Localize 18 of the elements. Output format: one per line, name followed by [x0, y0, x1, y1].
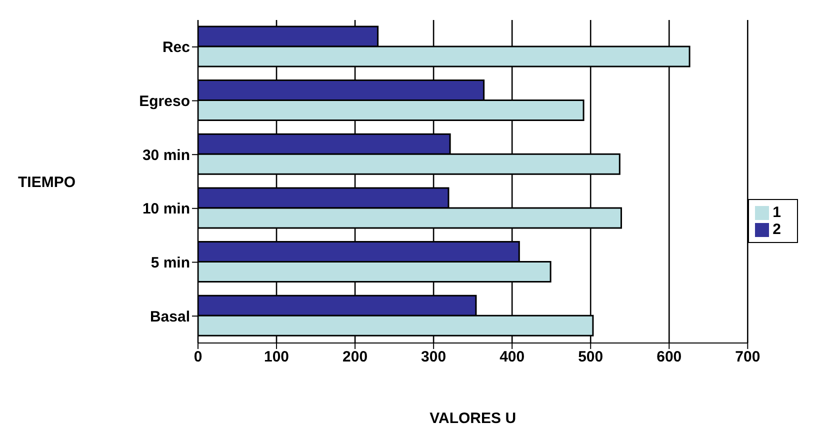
- x-tick-label: 500: [578, 348, 604, 366]
- y-tick-label: Rec: [162, 39, 190, 56]
- x-tick-label: 0: [194, 348, 202, 366]
- x-tick-label: 600: [656, 348, 682, 366]
- x-tick-label: 400: [500, 348, 525, 366]
- y-tick-label: 5 min: [150, 254, 190, 272]
- y-tick-label: 30 min: [142, 146, 190, 164]
- legend-label: 1: [772, 204, 781, 220]
- x-axis-title: VALORES U: [430, 410, 516, 427]
- y-tick-label: Basal: [150, 308, 190, 326]
- x-tick-label: 200: [342, 348, 368, 366]
- x-tick-label: 100: [264, 348, 290, 366]
- legend-label: 2: [772, 220, 781, 238]
- y-tick-label: Egreso: [139, 93, 190, 110]
- x-tick-label: 300: [421, 348, 446, 366]
- y-tick-label: 10 min: [142, 200, 190, 218]
- x-tick-label: 700: [735, 348, 760, 366]
- y-axis-title: TIEMPO: [18, 174, 76, 191]
